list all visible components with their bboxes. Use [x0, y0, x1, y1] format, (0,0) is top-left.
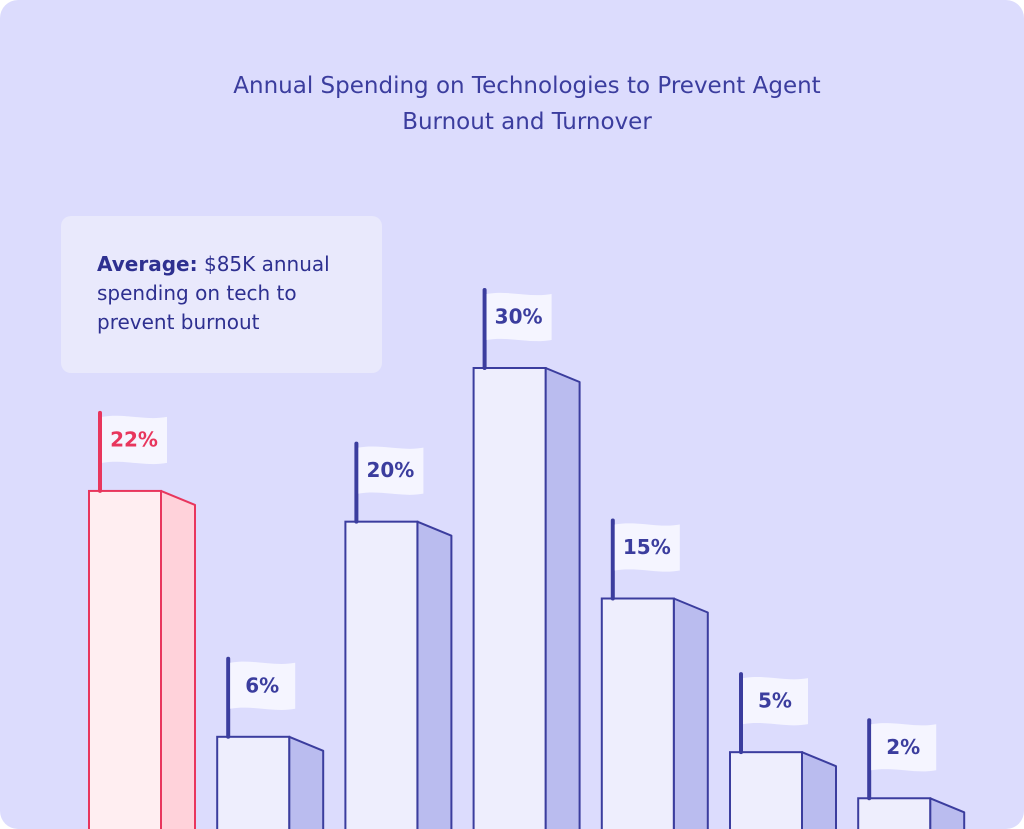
- bar-side: [929, 797, 966, 829]
- annotation: Average: $85K annual spending on tech to…: [61, 216, 382, 373]
- bar: [88, 489, 162, 829]
- annotation-text: $85K annual spending on tech to prevent …: [97, 252, 330, 334]
- bar-side: [416, 520, 453, 829]
- flag: [486, 292, 552, 342]
- bar-side: [288, 735, 325, 829]
- chart-title: Annual Spending on Technologies to Preve…: [233, 73, 821, 135]
- value-label: 30%: [495, 305, 543, 329]
- flag: [871, 723, 937, 772]
- flag: [358, 446, 424, 495]
- value-label: 20%: [366, 458, 414, 482]
- value-label: 2%: [886, 735, 920, 759]
- bar: [600, 597, 675, 829]
- bar-side: [672, 597, 709, 829]
- bar-side: [801, 751, 837, 829]
- bar-side: [160, 489, 196, 829]
- flag: [614, 523, 680, 572]
- value-label: 22%: [110, 427, 158, 451]
- flag: [102, 415, 167, 465]
- value-label: 15%: [623, 535, 671, 559]
- flag: [743, 677, 808, 726]
- bar: [729, 751, 803, 829]
- annotation-label: Average:: [97, 252, 198, 276]
- bar: [344, 520, 419, 829]
- bar: [857, 797, 932, 829]
- bar: [472, 367, 547, 829]
- flag: [230, 661, 296, 710]
- value-label: 6%: [245, 673, 279, 697]
- bar-side: [544, 367, 581, 829]
- value-label: 5%: [758, 689, 792, 713]
- bar: [216, 735, 291, 829]
